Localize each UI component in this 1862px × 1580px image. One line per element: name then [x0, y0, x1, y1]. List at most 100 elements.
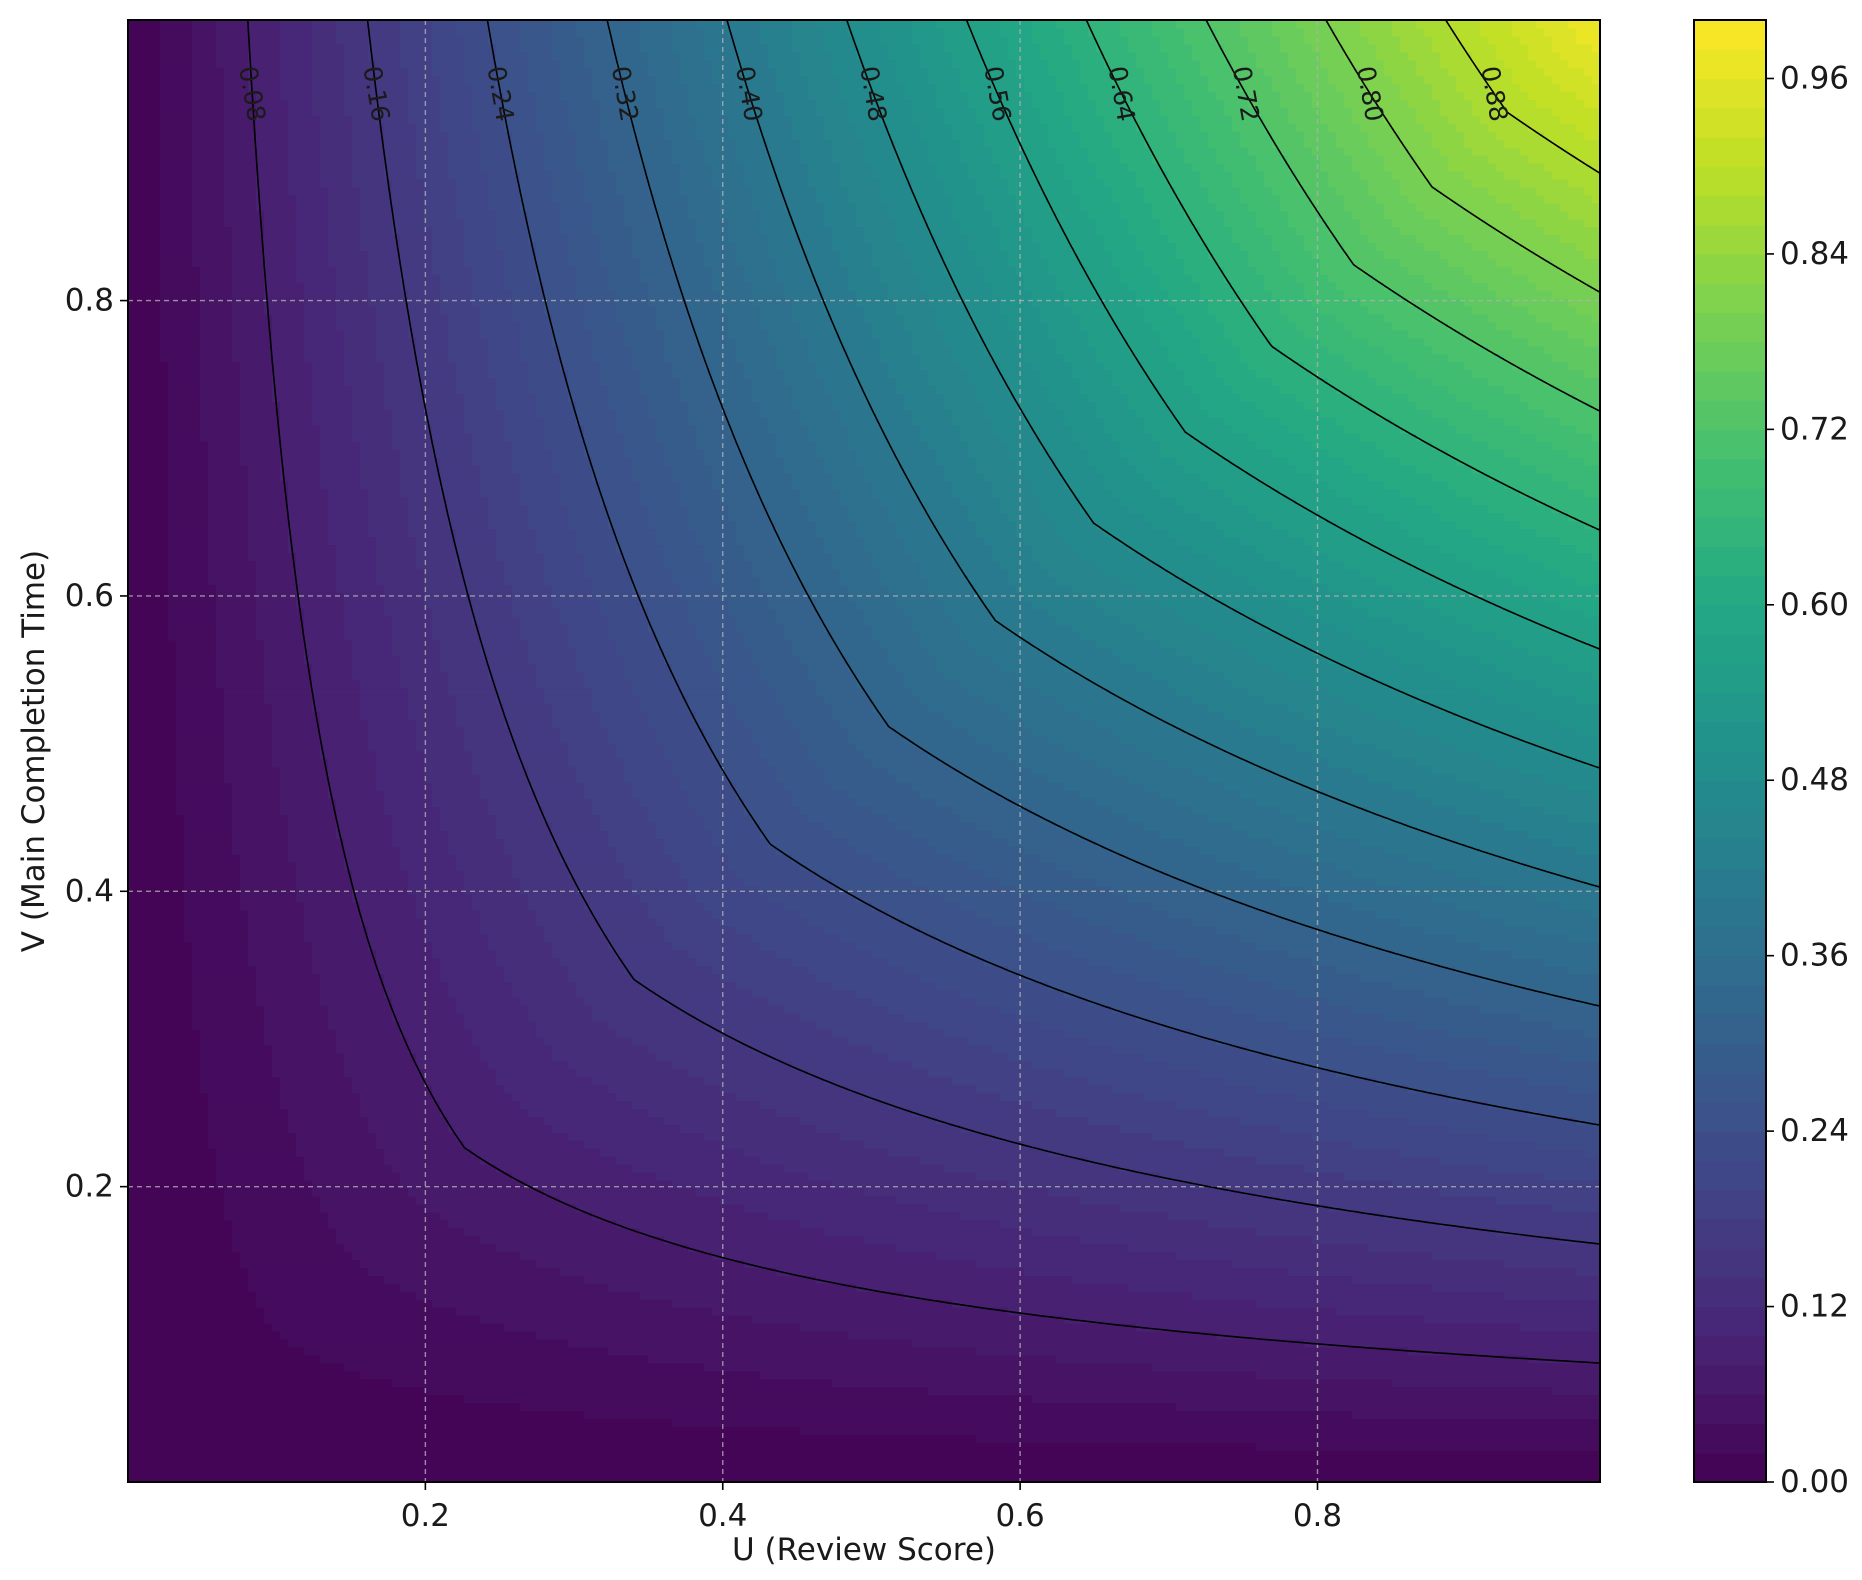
- heat-cell: [136, 1243, 145, 1253]
- heat-cell: [232, 20, 241, 29]
- heat-cell: [328, 464, 337, 474]
- heat-cell: [280, 1076, 289, 1086]
- heat-cell: [200, 282, 209, 291]
- heat-cell: [264, 496, 273, 506]
- heat-cell: [312, 727, 321, 736]
- heat-cell: [304, 504, 313, 514]
- heat-cell: [200, 155, 209, 164]
- heat-cell: [168, 139, 177, 148]
- heat-cell: [192, 393, 201, 402]
- heat-cell: [224, 1235, 233, 1245]
- heat-cell: [272, 997, 281, 1006]
- heat-cell: [312, 202, 321, 212]
- heat-cell: [208, 647, 217, 657]
- heat-cell: [296, 155, 305, 164]
- heat-cell: [152, 1195, 161, 1205]
- heat-cell: [136, 1354, 145, 1364]
- heat-cell: [328, 989, 337, 998]
- heat-cell: [232, 417, 241, 426]
- heat-cell: [248, 703, 257, 712]
- heat-cell: [152, 226, 161, 236]
- heat-cell: [248, 1267, 257, 1277]
- heat-cell: [336, 1100, 345, 1110]
- heat-cell: [224, 1068, 233, 1078]
- heat-cell: [144, 711, 153, 720]
- heat-cell: [232, 1219, 241, 1229]
- heat-cell: [136, 568, 145, 577]
- heat-cell: [336, 886, 345, 895]
- heat-cell: [200, 981, 209, 990]
- heat-cell: [208, 1195, 217, 1205]
- heat-cell: [288, 1275, 297, 1284]
- heat-cell: [224, 480, 233, 490]
- heat-cell: [288, 321, 297, 331]
- heat-cell: [320, 1140, 329, 1149]
- heat-cell: [328, 973, 337, 983]
- heat-cell: [240, 393, 249, 402]
- heat-cell: [336, 1013, 345, 1022]
- heat-cell: [248, 194, 257, 204]
- heat-cell: [176, 306, 185, 315]
- heat-cell: [224, 1354, 233, 1364]
- heat-cell: [200, 218, 209, 228]
- heat-cell: [224, 417, 233, 426]
- heat-cell: [216, 822, 225, 832]
- heat-cell: [144, 472, 153, 482]
- heat-cell: [296, 139, 305, 148]
- heat-cell: [208, 631, 217, 641]
- heat-cell: [272, 480, 281, 490]
- heat-cell: [184, 1426, 193, 1435]
- heat-cell: [184, 512, 193, 522]
- heat-cell: [144, 218, 153, 228]
- heat-cell: [136, 282, 145, 291]
- heat-cell: [336, 1299, 345, 1308]
- heat-cell: [168, 727, 177, 736]
- heat-cell: [336, 878, 345, 887]
- heat-cell: [152, 313, 161, 323]
- heat-cell: [160, 1124, 169, 1133]
- heat-cell: [176, 51, 185, 61]
- heat-cell: [176, 377, 185, 387]
- heat-cell: [320, 51, 329, 61]
- heat-cell: [304, 1227, 313, 1237]
- heat-cell: [176, 369, 185, 379]
- heat-cell: [256, 369, 265, 379]
- heat-cell: [336, 377, 345, 387]
- heat-cell: [304, 385, 313, 395]
- heat-cell: [232, 242, 241, 252]
- heat-cell: [128, 607, 137, 617]
- heat-cell: [160, 99, 169, 109]
- heat-cell: [232, 623, 241, 633]
- heat-cell: [304, 973, 313, 983]
- heat-cell: [312, 607, 321, 617]
- heat-cell: [136, 20, 145, 29]
- heat-cell: [168, 194, 177, 204]
- heat-cell: [256, 1323, 265, 1332]
- heat-cell: [296, 353, 305, 363]
- heat-cell: [192, 965, 201, 975]
- heat-cell: [248, 401, 257, 410]
- heat-cell: [272, 353, 281, 363]
- heat-cell: [272, 774, 281, 784]
- heat-cell: [312, 170, 321, 180]
- heat-cell: [320, 194, 329, 204]
- heat-cell: [168, 1291, 177, 1300]
- heat-cell: [288, 1219, 297, 1229]
- heat-cell: [216, 552, 225, 561]
- heat-cell: [216, 234, 225, 244]
- heat-cell: [184, 584, 193, 593]
- heat-cell: [208, 576, 217, 585]
- heat-cell: [328, 1474, 337, 1482]
- heat-cell: [240, 719, 249, 728]
- heat-cell: [224, 1370, 233, 1380]
- heat-cell: [280, 449, 289, 458]
- heat-cell: [240, 99, 249, 109]
- heat-cell: [264, 1394, 273, 1404]
- heat-cell: [264, 1100, 273, 1110]
- heat-cell: [336, 1474, 345, 1482]
- heat-cell: [216, 600, 225, 609]
- heat-cell: [168, 345, 177, 355]
- heat-cell: [224, 1259, 233, 1269]
- heat-cell: [280, 163, 289, 172]
- heat-cell: [136, 59, 145, 69]
